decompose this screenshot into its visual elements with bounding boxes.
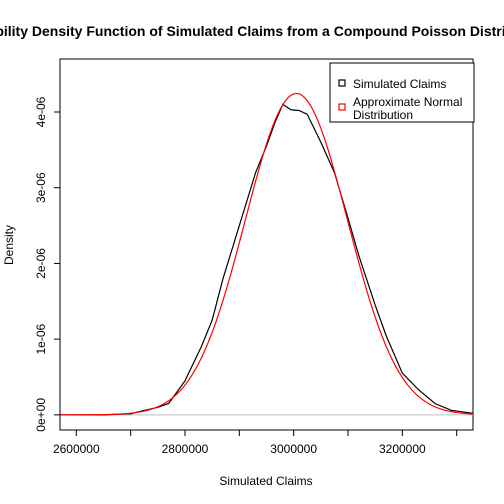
x-axis: 2600000 2800000 3000000 3200000 [53,430,458,456]
x-tick-label: 3000000 [270,442,317,456]
legend-box [329,62,475,123]
y-tick-label: 1e-06 [34,323,48,354]
x-tick-label: 2800000 [162,442,209,456]
plot-frame [59,58,474,431]
legend-label-normal: Approximate Normal Distribution [353,95,466,122]
legend-swatch-simulated-claims [338,79,346,87]
legend: Simulated Claims Approximate Normal Dist… [329,62,475,123]
y-tick-label: 0e+00 [34,398,48,432]
chart-title: Probability Density Function of Simulate… [0,23,504,39]
y-tick-label: 4e-06 [34,96,48,127]
series-line-simulated-claims [60,103,474,416]
x-tick-label: 2600000 [53,442,100,456]
y-tick-label: 2e-06 [34,248,48,279]
y-tick-label: 3e-06 [34,172,48,203]
y-axis: 0e+00 1e-06 2e-06 3e-06 4e-06 [34,96,60,432]
y-axis-label: Density [2,225,16,265]
legend-item-normal: Approximate Normal Distribution [338,95,466,122]
series-line-normal-approximation [60,92,474,416]
x-axis-label: Simulated Claims [219,474,312,488]
x-tick-label: 3200000 [379,442,426,456]
legend-label-simulated-claims: Simulated Claims [353,77,446,91]
legend-swatch-normal [338,103,346,111]
legend-item-simulated-claims: Simulated Claims [338,77,446,91]
